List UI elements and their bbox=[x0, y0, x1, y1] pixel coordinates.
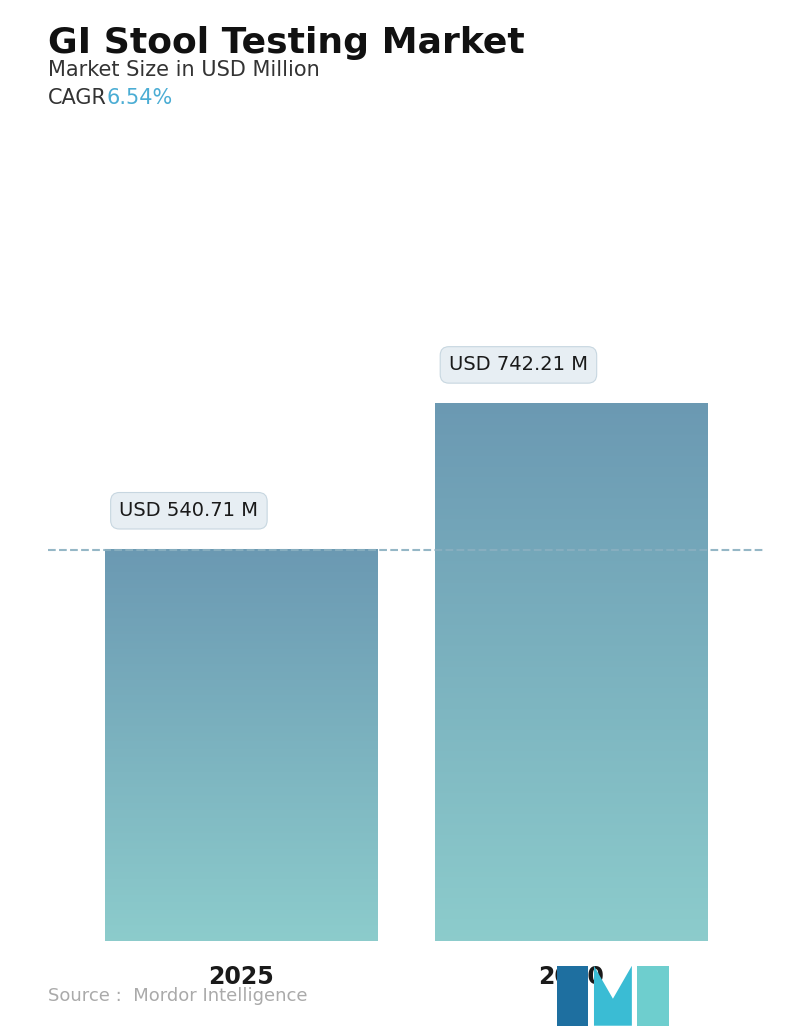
Text: Market Size in USD Million: Market Size in USD Million bbox=[48, 60, 319, 80]
Text: 6.54%: 6.54% bbox=[107, 88, 173, 108]
Text: USD 742.21 M: USD 742.21 M bbox=[449, 356, 588, 374]
Text: Source :  Mordor Intelligence: Source : Mordor Intelligence bbox=[48, 987, 307, 1005]
Text: GI Stool Testing Market: GI Stool Testing Market bbox=[48, 26, 525, 60]
Text: CAGR: CAGR bbox=[48, 88, 107, 108]
Text: USD 540.71 M: USD 540.71 M bbox=[119, 501, 259, 520]
